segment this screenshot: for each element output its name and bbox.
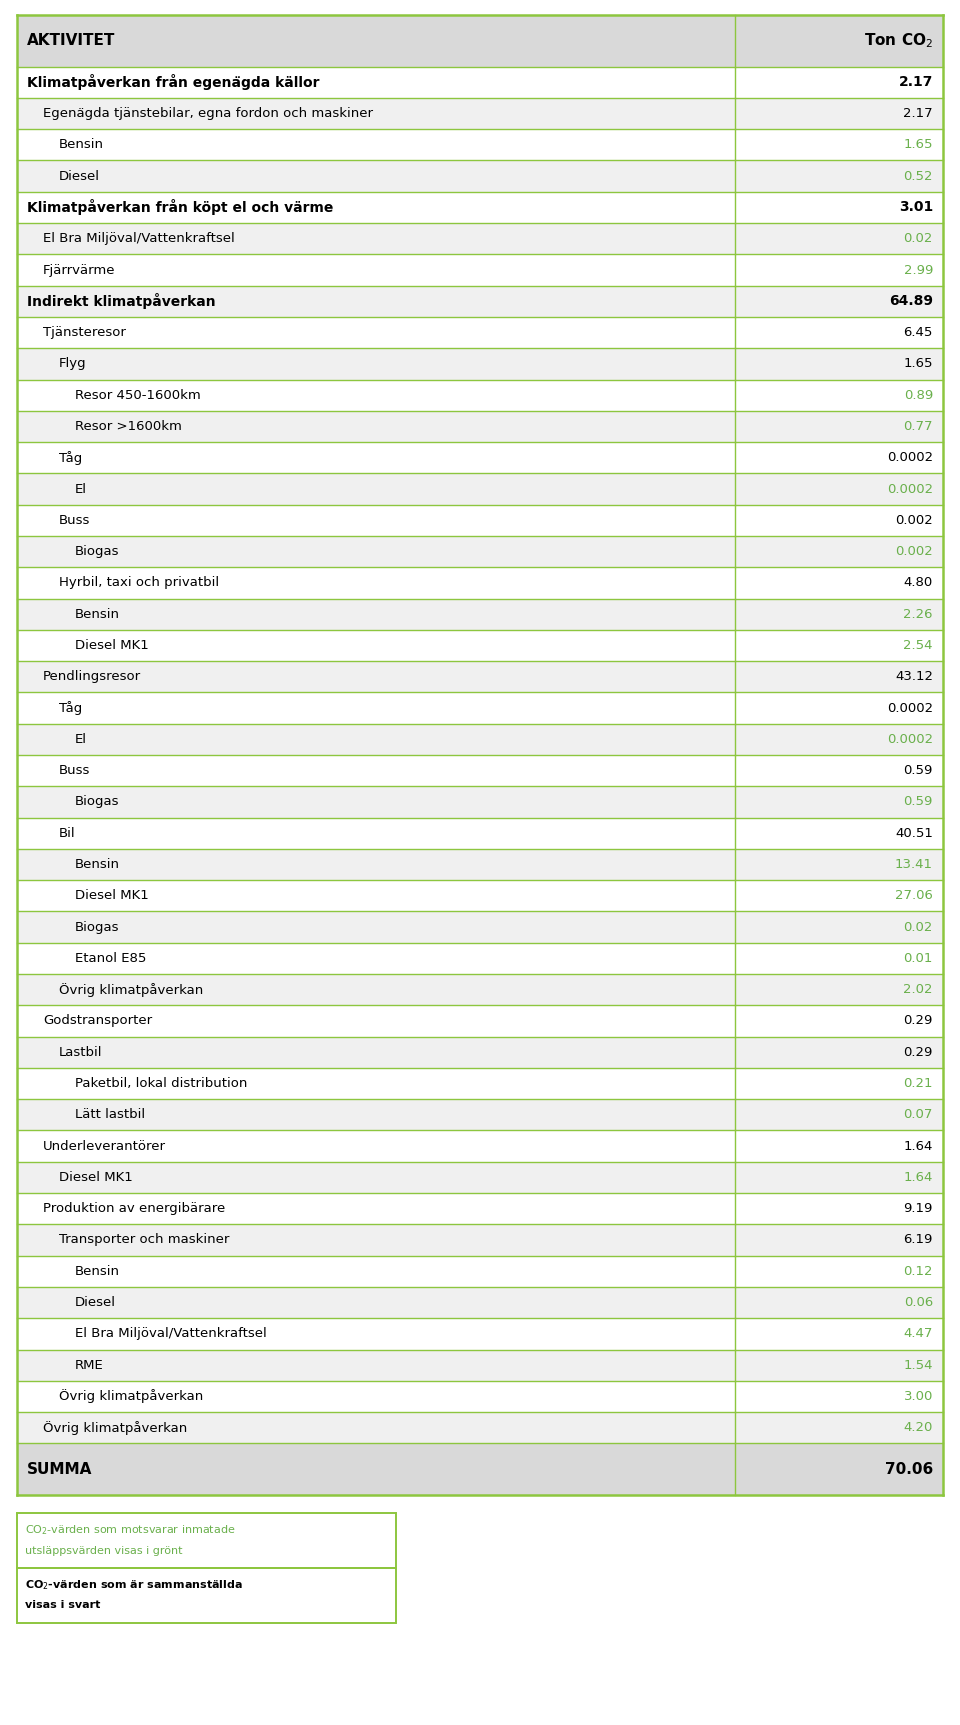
Text: Produktion av energibärare: Produktion av energibärare (43, 1202, 226, 1214)
Text: 0.89: 0.89 (903, 388, 933, 402)
Text: Underleverantörer: Underleverantörer (43, 1140, 166, 1152)
Text: 0.0002: 0.0002 (887, 702, 933, 714)
Text: SUMMA: SUMMA (27, 1461, 92, 1477)
Text: 1.65: 1.65 (903, 138, 933, 152)
Text: 4.20: 4.20 (903, 1421, 933, 1433)
Text: 1.65: 1.65 (903, 357, 933, 371)
Text: 43.12: 43.12 (895, 671, 933, 683)
Text: 2.02: 2.02 (903, 983, 933, 995)
Text: Egenägda tjänstebilar, egna fordon och maskiner: Egenägda tjänstebilar, egna fordon och … (43, 107, 373, 121)
Text: 6.19: 6.19 (903, 1233, 933, 1247)
Text: Resor >1600km: Resor >1600km (75, 419, 181, 433)
Text: AKTIVITET: AKTIVITET (27, 33, 115, 48)
Text: 2.26: 2.26 (903, 607, 933, 621)
Text: Bil: Bil (59, 826, 76, 840)
Text: Bensin: Bensin (75, 1264, 120, 1278)
Text: Flyg: Flyg (59, 357, 86, 371)
Text: 0.02: 0.02 (903, 233, 933, 245)
Text: 2.17: 2.17 (903, 107, 933, 121)
Text: Biogas: Biogas (75, 921, 119, 933)
Text: 0.29: 0.29 (903, 1045, 933, 1059)
Text: 0.29: 0.29 (903, 1014, 933, 1028)
Text: Buss: Buss (59, 764, 90, 778)
Text: El Bra Miljöval/Vattenkraftsel: El Bra Miljöval/Vattenkraftsel (75, 1327, 267, 1340)
Text: CO$_2$-värden som är sammanställda: CO$_2$-värden som är sammanställda (25, 1578, 243, 1592)
Text: 0.0002: 0.0002 (887, 733, 933, 745)
Text: 27.06: 27.06 (895, 890, 933, 902)
Text: Fjärrvärme: Fjärrvärme (43, 264, 115, 276)
Text: 0.59: 0.59 (903, 795, 933, 809)
Text: 0.59: 0.59 (903, 764, 933, 778)
Text: Lätt lastbil: Lätt lastbil (75, 1109, 145, 1121)
Text: Indirekt klimatpåverkan: Indirekt klimatpåverkan (27, 293, 216, 309)
Text: 0.07: 0.07 (903, 1109, 933, 1121)
Text: Övrig klimatpåverkan: Övrig klimatpåverkan (59, 1389, 204, 1404)
Text: 0.77: 0.77 (903, 419, 933, 433)
Text: Övrig klimatpåverkan: Övrig klimatpåverkan (43, 1421, 187, 1435)
Text: Tåg: Tåg (59, 700, 83, 716)
Text: Tåg: Tåg (59, 450, 83, 464)
Text: Paketbil, lokal distribution: Paketbil, lokal distribution (75, 1076, 248, 1090)
Text: 9.19: 9.19 (903, 1202, 933, 1214)
Text: Diesel: Diesel (59, 169, 100, 183)
Text: Biogas: Biogas (75, 545, 119, 559)
Text: 40.51: 40.51 (895, 826, 933, 840)
Text: 2.99: 2.99 (903, 264, 933, 276)
Text: Diesel MK1: Diesel MK1 (75, 638, 149, 652)
Text: CO$_2$-värden som motsvarar inmatade: CO$_2$-värden som motsvarar inmatade (25, 1523, 235, 1537)
Text: 2.54: 2.54 (903, 638, 933, 652)
Text: 64.89: 64.89 (889, 295, 933, 309)
Text: 0.01: 0.01 (903, 952, 933, 964)
Text: Transporter och maskiner: Transporter och maskiner (59, 1233, 229, 1247)
Text: 0.002: 0.002 (896, 514, 933, 526)
Text: 3.01: 3.01 (899, 200, 933, 214)
Text: 0.06: 0.06 (903, 1295, 933, 1309)
Text: 0.12: 0.12 (903, 1264, 933, 1278)
Text: Lastbil: Lastbil (59, 1045, 103, 1059)
Text: 13.41: 13.41 (895, 857, 933, 871)
Text: 1.64: 1.64 (903, 1171, 933, 1183)
Text: Tjänsteresor: Tjänsteresor (43, 326, 126, 340)
Text: El: El (75, 733, 87, 745)
Text: RME: RME (75, 1359, 104, 1371)
Text: Klimatpåverkan från köpt el och värme: Klimatpåverkan från köpt el och värme (27, 200, 333, 216)
Text: Diesel MK1: Diesel MK1 (75, 890, 149, 902)
Text: Bensin: Bensin (75, 857, 120, 871)
Text: Diesel MK1: Diesel MK1 (59, 1171, 132, 1183)
Text: 0.52: 0.52 (903, 169, 933, 183)
Text: 0.0002: 0.0002 (887, 483, 933, 495)
Text: 1.64: 1.64 (903, 1140, 933, 1152)
Text: Hyrbil, taxi och privatbil: Hyrbil, taxi och privatbil (59, 576, 219, 590)
Text: 0.21: 0.21 (903, 1076, 933, 1090)
Text: utsläppsvärden visas i grönt: utsläppsvärden visas i grönt (25, 1546, 182, 1556)
Text: 0.0002: 0.0002 (887, 452, 933, 464)
Text: Resor 450-1600km: Resor 450-1600km (75, 388, 201, 402)
Text: 0.02: 0.02 (903, 921, 933, 933)
Text: 70.06: 70.06 (885, 1461, 933, 1477)
Text: Diesel: Diesel (75, 1295, 116, 1309)
Text: 2.17: 2.17 (899, 76, 933, 90)
Text: Biogas: Biogas (75, 795, 119, 809)
Text: 6.45: 6.45 (903, 326, 933, 340)
Text: El Bra Miljöval/Vattenkraftsel: El Bra Miljöval/Vattenkraftsel (43, 233, 235, 245)
Text: 4.80: 4.80 (903, 576, 933, 590)
Text: 0.002: 0.002 (896, 545, 933, 559)
Text: 1.54: 1.54 (903, 1359, 933, 1371)
Text: Klimatpåverkan från egenägda källor: Klimatpåverkan från egenägda källor (27, 74, 320, 90)
Text: Godstransporter: Godstransporter (43, 1014, 152, 1028)
Text: Bensin: Bensin (75, 607, 120, 621)
Text: El: El (75, 483, 87, 495)
Text: Bensin: Bensin (59, 138, 104, 152)
Text: Etanol E85: Etanol E85 (75, 952, 146, 964)
Text: Övrig klimatpåverkan: Övrig klimatpåverkan (59, 983, 204, 997)
Text: Ton CO$_2$: Ton CO$_2$ (864, 31, 933, 50)
Text: Pendlingsresor: Pendlingsresor (43, 671, 141, 683)
Text: 4.47: 4.47 (903, 1327, 933, 1340)
Text: Buss: Buss (59, 514, 90, 526)
Text: 3.00: 3.00 (903, 1390, 933, 1402)
Text: visas i svart: visas i svart (25, 1601, 101, 1611)
